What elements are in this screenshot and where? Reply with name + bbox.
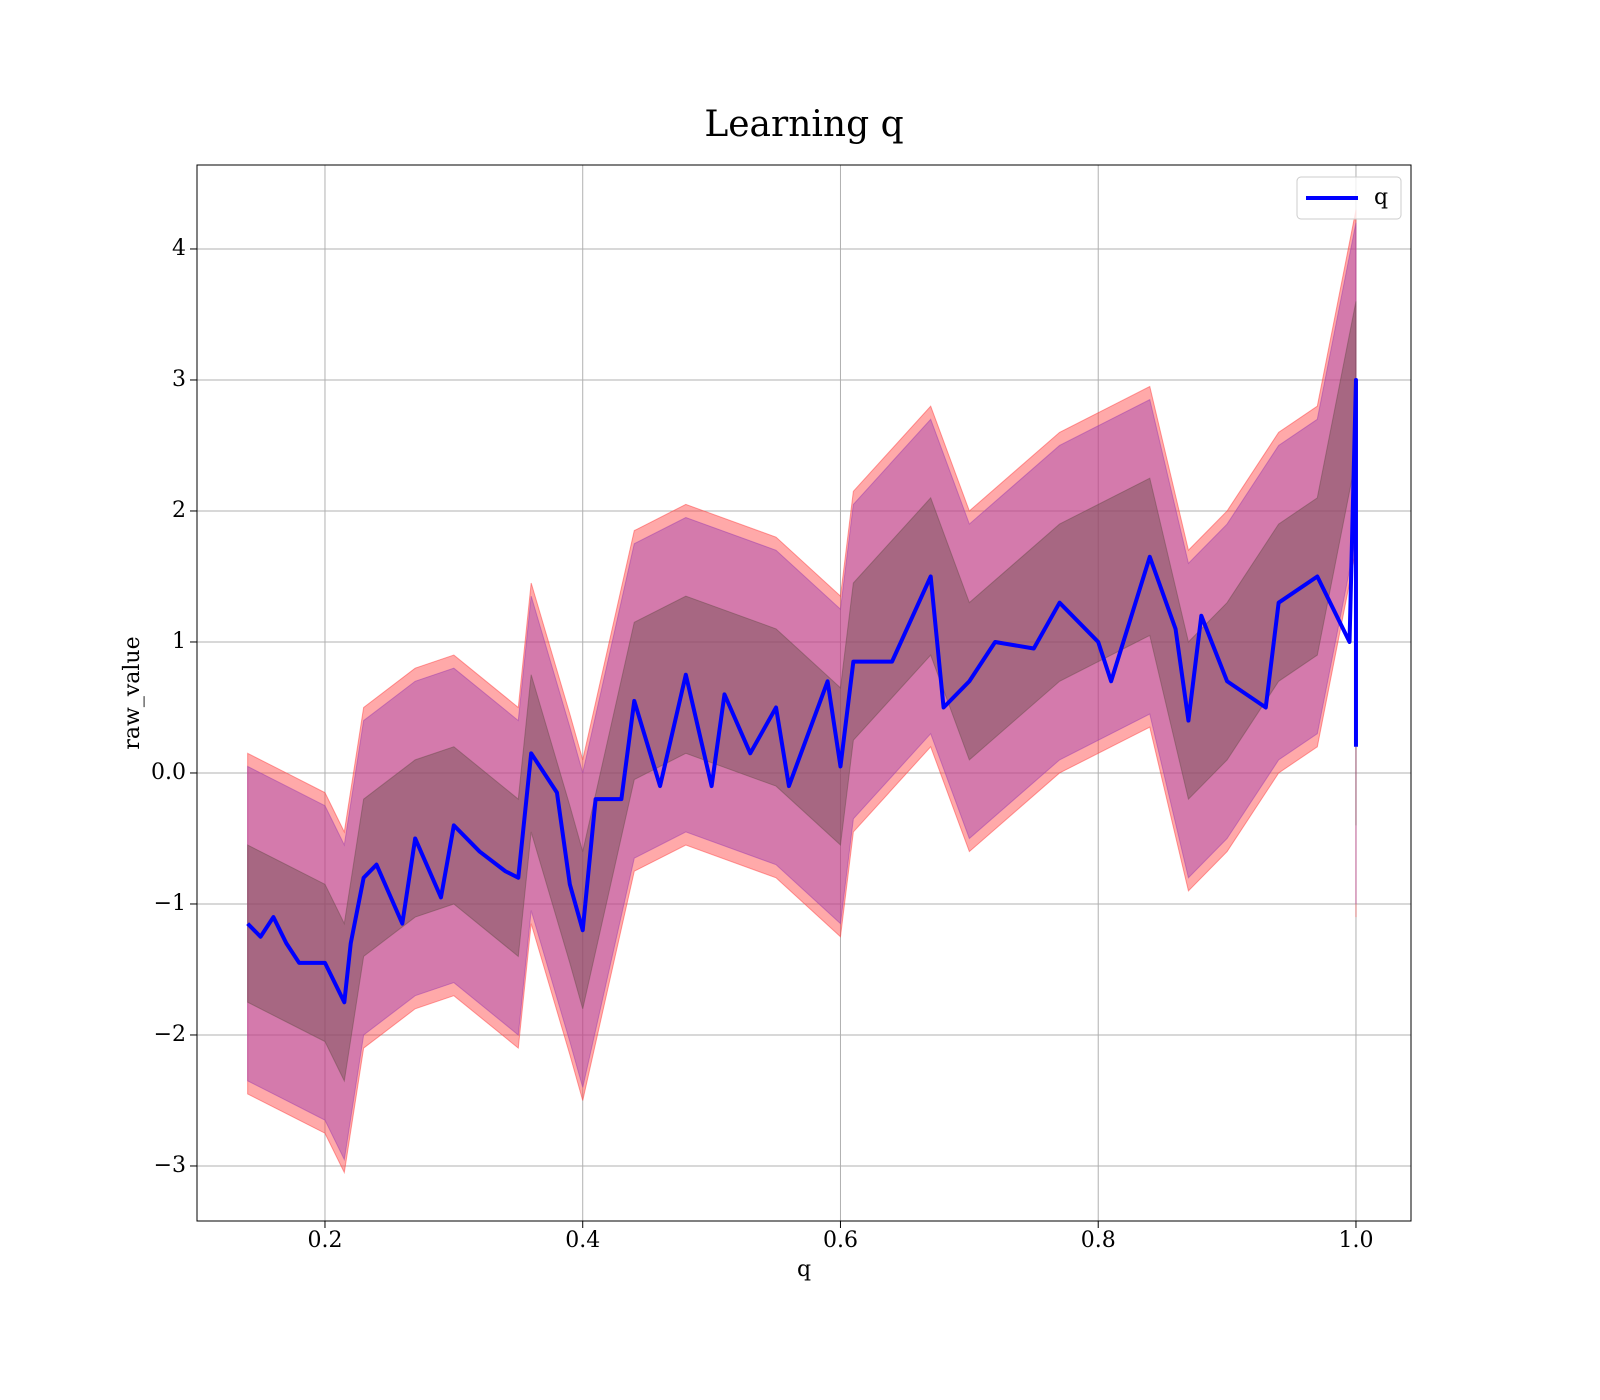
line — [246, 377, 1358, 1005]
x-tick-label: 1.0 — [1338, 1228, 1373, 1253]
x-tick-label: 0.4 — [565, 1228, 600, 1253]
y-tick-label: 3 — [172, 367, 186, 392]
legend-label: q — [1374, 185, 1388, 210]
y-tick-label: −3 — [154, 1153, 186, 1178]
confidence-band — [247, 209, 1357, 1175]
x-tick-label: 0.6 — [823, 1228, 858, 1253]
y-tick-label: 0.0 — [151, 760, 186, 785]
y-tick-label: 2 — [172, 498, 186, 523]
y-tick-label: −1 — [154, 891, 186, 916]
x-tick-label: 0.2 — [307, 1228, 342, 1253]
y-tick-label: −2 — [154, 1022, 186, 1047]
legend: q — [1296, 176, 1402, 220]
plot-area — [246, 209, 1358, 1175]
y-tick-label: 4 — [172, 236, 186, 261]
confidence-band — [247, 222, 1357, 1162]
x-tick-label: 0.8 — [1081, 1228, 1116, 1253]
plot-frame — [196, 164, 1412, 1222]
y-tick-label: 1 — [172, 629, 186, 654]
x-axis-label: q — [797, 1257, 811, 1282]
y-axis-label: raw_value — [120, 636, 145, 749]
chart-title: Learning q — [704, 104, 903, 145]
